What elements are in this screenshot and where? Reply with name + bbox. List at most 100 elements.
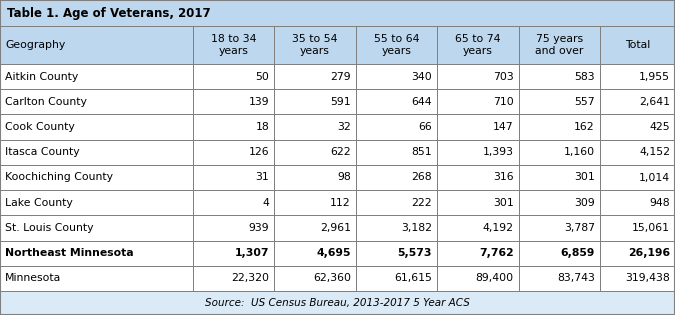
Text: 301: 301 <box>493 198 514 208</box>
Text: 622: 622 <box>330 147 351 157</box>
Text: 35 to 54
years: 35 to 54 years <box>292 34 338 56</box>
Text: 644: 644 <box>412 97 432 107</box>
Bar <box>437 26 518 64</box>
Bar <box>0 26 193 64</box>
Text: 18 to 34
years: 18 to 34 years <box>211 34 256 56</box>
Text: 6,859: 6,859 <box>560 248 595 258</box>
Bar <box>193 114 274 140</box>
Bar <box>600 215 675 241</box>
Text: 316: 316 <box>493 173 514 182</box>
Text: 139: 139 <box>249 97 269 107</box>
Bar <box>518 190 600 215</box>
Text: 425: 425 <box>649 122 670 132</box>
Text: 55 to 64
years: 55 to 64 years <box>374 34 419 56</box>
Text: Total: Total <box>625 40 650 50</box>
Bar <box>0 241 193 266</box>
Bar <box>437 266 518 291</box>
Text: 112: 112 <box>330 198 351 208</box>
Bar <box>274 215 356 241</box>
Text: 3,182: 3,182 <box>401 223 432 233</box>
Bar <box>274 89 356 114</box>
Text: 31: 31 <box>256 173 269 182</box>
Bar <box>0 190 193 215</box>
Text: 162: 162 <box>574 122 595 132</box>
Text: Geography: Geography <box>5 40 65 50</box>
Text: Koochiching County: Koochiching County <box>5 173 113 182</box>
Bar <box>600 140 675 165</box>
Text: 340: 340 <box>411 72 432 82</box>
Text: 1,393: 1,393 <box>483 147 514 157</box>
Bar <box>600 241 675 266</box>
Text: 65 to 74
years: 65 to 74 years <box>455 34 501 56</box>
Bar <box>518 266 600 291</box>
Bar <box>274 64 356 89</box>
Bar <box>274 114 356 140</box>
Text: 948: 948 <box>649 198 670 208</box>
Text: Aitkin County: Aitkin County <box>5 72 78 82</box>
Text: 710: 710 <box>493 97 514 107</box>
Bar <box>193 241 274 266</box>
Bar <box>356 165 437 190</box>
Bar <box>193 26 274 64</box>
Text: 1,160: 1,160 <box>564 147 595 157</box>
Bar <box>356 215 437 241</box>
Bar <box>0 0 675 26</box>
Text: 3,787: 3,787 <box>564 223 595 233</box>
Bar <box>600 26 675 64</box>
Text: 4,695: 4,695 <box>317 248 351 258</box>
Text: 89,400: 89,400 <box>475 273 514 284</box>
Bar <box>0 215 193 241</box>
Bar <box>0 165 193 190</box>
Bar <box>193 215 274 241</box>
Bar <box>193 266 274 291</box>
Text: 50: 50 <box>256 72 269 82</box>
Bar <box>274 140 356 165</box>
Text: 4,152: 4,152 <box>639 147 670 157</box>
Text: 32: 32 <box>337 122 351 132</box>
Text: 126: 126 <box>249 147 269 157</box>
Bar <box>437 140 518 165</box>
Bar <box>274 26 356 64</box>
Text: 309: 309 <box>574 198 595 208</box>
Text: 268: 268 <box>412 173 432 182</box>
Text: 2,641: 2,641 <box>639 97 670 107</box>
Text: 703: 703 <box>493 72 514 82</box>
Bar <box>518 241 600 266</box>
Bar <box>518 64 600 89</box>
Text: 1,014: 1,014 <box>639 173 670 182</box>
Bar <box>356 140 437 165</box>
Bar <box>518 114 600 140</box>
Bar <box>356 64 437 89</box>
Text: 591: 591 <box>330 97 351 107</box>
Bar <box>356 114 437 140</box>
Text: 26,196: 26,196 <box>628 248 670 258</box>
Text: 4: 4 <box>263 198 269 208</box>
Text: Minnesota: Minnesota <box>5 273 61 284</box>
Bar <box>193 165 274 190</box>
Text: 851: 851 <box>412 147 432 157</box>
Text: Table 1. Age of Veterans, 2017: Table 1. Age of Veterans, 2017 <box>7 7 211 20</box>
Text: 75 years
and over: 75 years and over <box>535 34 583 56</box>
Bar <box>356 190 437 215</box>
Bar <box>0 64 193 89</box>
Text: 83,743: 83,743 <box>557 273 595 284</box>
Text: 62,360: 62,360 <box>313 273 351 284</box>
Text: 98: 98 <box>337 173 351 182</box>
Bar <box>600 266 675 291</box>
Text: 5,573: 5,573 <box>398 248 432 258</box>
Bar <box>600 190 675 215</box>
Bar <box>0 266 193 291</box>
Bar <box>193 190 274 215</box>
Bar <box>274 190 356 215</box>
Bar <box>437 190 518 215</box>
Text: 15,061: 15,061 <box>632 223 670 233</box>
Bar <box>274 266 356 291</box>
Text: 147: 147 <box>493 122 514 132</box>
Text: 279: 279 <box>330 72 351 82</box>
Text: Lake County: Lake County <box>5 198 73 208</box>
Text: Itasca County: Itasca County <box>5 147 80 157</box>
Bar <box>518 215 600 241</box>
Text: Source:  US Census Bureau, 2013-2017 5 Year ACS: Source: US Census Bureau, 2013-2017 5 Ye… <box>205 298 470 308</box>
Bar <box>600 64 675 89</box>
Bar <box>437 241 518 266</box>
